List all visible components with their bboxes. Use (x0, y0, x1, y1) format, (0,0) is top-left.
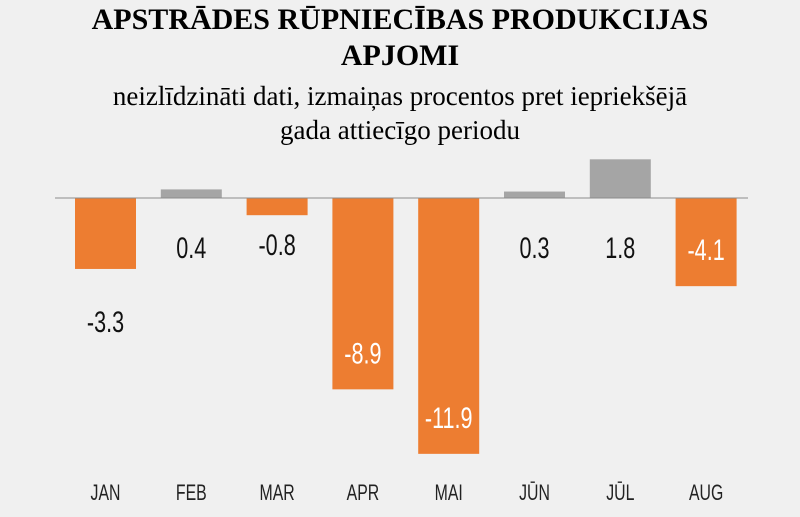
x-tick-label: JŪN (519, 482, 550, 506)
chart-title-line-2: APJOMI (340, 39, 460, 72)
bar-jan (75, 198, 136, 269)
bar-apr (332, 198, 394, 390)
chart-subtitle-line-1: neizlīdzināti dati, izmaiņas procentos p… (112, 81, 688, 111)
x-tick-label: MAR (260, 482, 295, 506)
x-tick-label: APR (347, 482, 380, 506)
bar-jūl (589, 159, 651, 198)
value-label: -3.3 (87, 304, 124, 338)
value-label: -8.9 (344, 336, 381, 370)
value-label: -0.8 (258, 228, 295, 262)
chart-title-line-1: APSTRĀDES RŪPNIECĪBAS PRODUKCIJAS (91, 3, 709, 36)
chart-subtitle-line-2: gada attiecīgo periodu (280, 115, 520, 145)
x-tick-label: MAI (435, 482, 463, 506)
x-tick-label: JAN (91, 482, 121, 506)
x-tick-label: JŪL (606, 482, 634, 506)
bar-mai (418, 198, 480, 454)
bar-jūn (504, 191, 565, 198)
x-tick-label: FEB (176, 482, 207, 506)
value-label: 0.4 (176, 230, 206, 264)
x-tick-label: AUG (689, 482, 723, 506)
bar-mar (246, 198, 308, 216)
value-label: 0.3 (519, 230, 549, 264)
bar-aug (675, 198, 737, 287)
bar-feb (160, 189, 222, 198)
value-label: -4.1 (687, 233, 724, 267)
value-label: 1.8 (605, 230, 635, 264)
value-label: -11.9 (425, 400, 473, 434)
